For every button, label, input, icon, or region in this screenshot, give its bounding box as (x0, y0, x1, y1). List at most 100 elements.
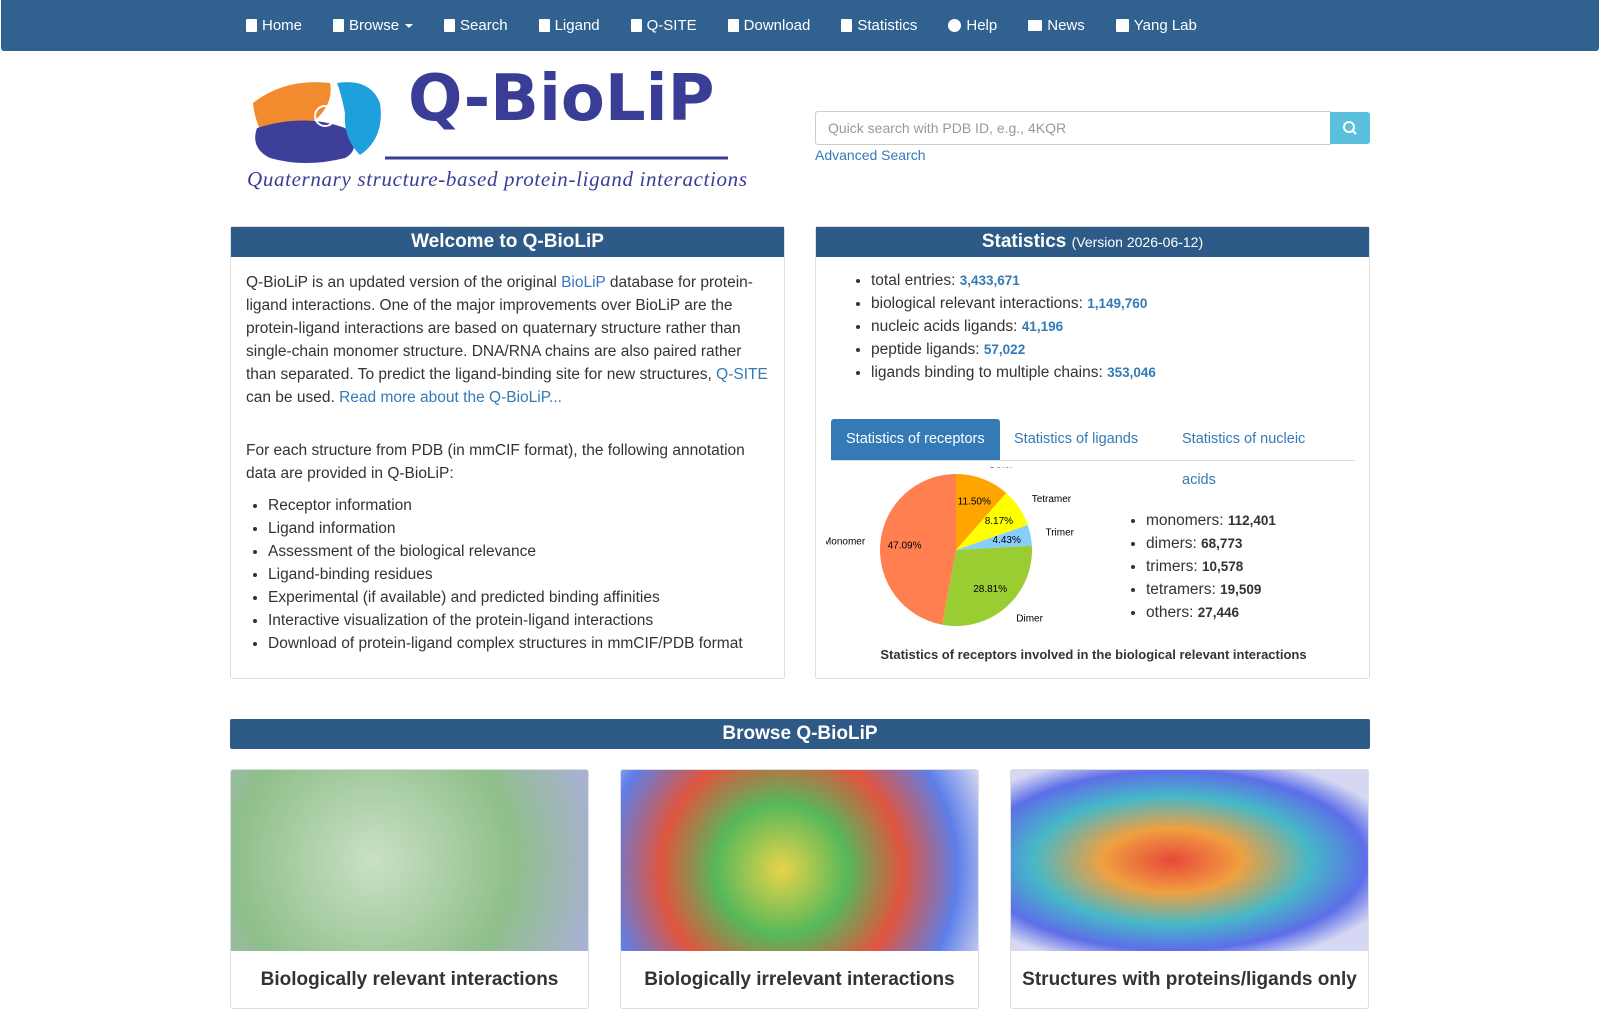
annotation-intro: For each structure from PDB (in mmCIF fo… (246, 442, 745, 482)
feature-item: Assessment of the biological relevance (268, 540, 769, 563)
link[interactable]: BioLiP (561, 274, 606, 291)
nav-label[interactable]: Help (966, 17, 998, 34)
nav-label[interactable]: News (1047, 17, 1085, 34)
browse-card[interactable]: Biologically relevant interactions (230, 769, 589, 1009)
pie-category-label: Tetramer (1032, 494, 1072, 505)
nav-label[interactable]: Yang Lab (1133, 17, 1197, 34)
browse-card[interactable]: Biologically irrelevant interactions (620, 769, 979, 1009)
nav-label[interactable]: Download (743, 17, 811, 34)
feature-item: Interactive visualization of the protein… (268, 609, 769, 632)
stat-label: others: (1146, 604, 1194, 621)
link[interactable]: Read more about the Q-BioLiP... (339, 389, 562, 406)
nav-list: Home Browse Search Ligand Q-SITE Downloa… (246, 0, 1197, 51)
stat-value: 10,578 (1201, 559, 1244, 574)
feature-item: Experimental (if available) and predicte… (268, 586, 769, 609)
stat-value: 57,022 (983, 342, 1026, 357)
nav-item[interactable]: Ligand (538, 17, 600, 34)
nav-item[interactable]: Yang Lab (1115, 17, 1197, 34)
search-button[interactable] (1330, 112, 1370, 144)
panel-title: Welcome to Q-BioLiP (231, 227, 784, 257)
stat-label: trimers: (1146, 558, 1198, 575)
nav-item[interactable]: Search (444, 17, 508, 34)
feature-item: Ligand information (268, 517, 769, 540)
search-icon (1343, 121, 1357, 135)
receptor-list: monomers: 112,401dimers: 68,773trimers: … (1131, 509, 1276, 624)
feature-item: Ligand-binding residues (268, 563, 769, 586)
tab[interactable]: Statistics of receptors (831, 419, 1000, 460)
nav-label[interactable]: Q-SITE (646, 17, 697, 34)
statistics-panel: Statistics (Version 2026-06-12) total en… (815, 226, 1370, 679)
stat-label: biological relevant interactions: (871, 295, 1083, 312)
feature-item: Receptor information (268, 494, 769, 517)
nav-label[interactable]: Statistics (857, 17, 918, 34)
logo: Q-BioLiP Quaternary structure-based prot… (247, 62, 747, 191)
nav-item[interactable]: Download (727, 17, 811, 34)
card-image (1011, 770, 1368, 951)
card-image (231, 770, 588, 951)
intro: Q-BioLiP is an updated version of the or… (246, 271, 769, 409)
stat-item: nucleic acids ligands: 41,196 (871, 315, 1156, 338)
stat-item: trimers: 10,578 (1146, 555, 1276, 578)
pie-category-label: Trimer (1045, 527, 1074, 538)
tab[interactable]: Statistics of nucleic acids (1182, 431, 1306, 488)
nav-label[interactable]: Browse (349, 17, 400, 34)
pie-caption: Statistics of receptors involved in the … (880, 647, 1307, 662)
nav-item[interactable]: Statistics (841, 17, 917, 34)
stat-label: tetramers: (1146, 581, 1216, 598)
stats-title: Statistics (981, 231, 1067, 252)
stat-label: nucleic acids ligands: (871, 318, 1018, 335)
stat-item: others: 27,446 (1146, 601, 1276, 624)
stat-label: total entries: (871, 272, 956, 289)
nav-label[interactable]: Home (262, 17, 303, 34)
pie-value-label: 11.50% (958, 497, 991, 508)
card-title[interactable]: Biologically relevant interactions (260, 969, 559, 990)
stat-label: monomers: (1146, 512, 1224, 529)
nav-item[interactable]: Browse (333, 17, 414, 34)
nav-label[interactable]: Search (460, 17, 508, 34)
stat-value: 19,509 (1220, 582, 1262, 597)
nav-item[interactable]: News (1028, 17, 1085, 34)
stat-item: monomers: 112,401 (1146, 509, 1276, 532)
nav-label[interactable]: Ligand (554, 17, 600, 34)
advanced-search-link[interactable]: Advanced Search (815, 147, 926, 163)
stat-value: 1,149,760 (1087, 296, 1148, 311)
stat-item: ligands binding to multiple chains: 353,… (871, 361, 1156, 384)
stats-version: (Version 2026-06-12) (1071, 234, 1204, 250)
stat-item: peptide ligands: 57,022 (871, 338, 1156, 361)
receptor-pie: 11.50% Other 8.17% Tetramer 4.43% Trimer 28.81… (826, 467, 1075, 626)
pie-category-label: Dimer (1016, 613, 1043, 624)
stat-value: 353,046 (1107, 365, 1156, 380)
link[interactable]: Q-SITE (716, 366, 768, 383)
stat-label: ligands binding to multiple chains: (871, 364, 1103, 381)
logo-tagline: Quaternary structure-based protein-ligan… (247, 167, 747, 191)
stat-item: biological relevant interactions: 1,149,… (871, 292, 1156, 315)
pie-value-label: 4.43% (993, 535, 1021, 546)
pie-slice (942, 545, 1032, 626)
nav-item[interactable]: Help (948, 17, 997, 34)
stat-item: dimers: 68,773 (1146, 532, 1276, 555)
tab[interactable]: Statistics of ligands (1014, 431, 1139, 447)
pie-value-label: 28.81% (973, 584, 1007, 595)
pie-slice (956, 474, 1007, 550)
text: can be used. (246, 389, 340, 406)
pie-category-label: Monomer (826, 537, 866, 548)
nav-item[interactable]: Home (246, 17, 302, 34)
card-title[interactable]: Biologically irrelevant interactions (644, 969, 955, 990)
pie-category-label: Other (988, 467, 1014, 471)
stat-value: 3,433,671 (959, 273, 1020, 288)
browse-title: Browse Q-BioLiP (230, 719, 1370, 749)
stat-value: 68,773 (1201, 536, 1243, 551)
feature-item: Download of protein-ligand complex struc… (268, 632, 769, 655)
browse-card[interactable]: Structures with proteins/ligands only (1010, 769, 1369, 1009)
pie-value-label: 47.09% (888, 540, 922, 551)
navbar: Home Browse Search Ligand Q-SITE Downloa… (1, 0, 1599, 51)
search-input[interactable]: Quick search with PDB ID, e.g., 4KQR (815, 111, 1331, 145)
nav-item[interactable]: Q-SITE (630, 17, 697, 34)
logo-title: Q-BioLiP (408, 62, 714, 136)
card-title[interactable]: Structures with proteins/ligands only (1022, 969, 1357, 990)
stat-label: dimers: (1146, 535, 1197, 552)
text: database for protein-ligand interactions… (246, 274, 753, 383)
pie-slice (880, 474, 956, 625)
